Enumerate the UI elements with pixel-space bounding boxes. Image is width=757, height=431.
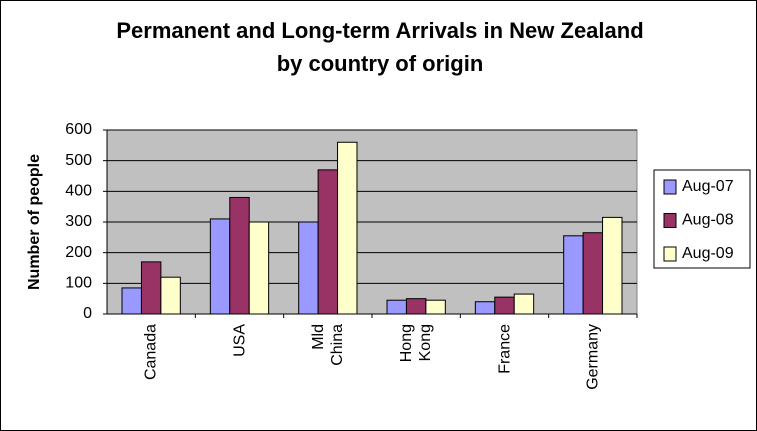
chart-title: Permanent and Long-term Arrivals in New … bbox=[116, 18, 644, 76]
legend-swatch bbox=[663, 179, 677, 195]
x-tick-label: Hong Kong bbox=[398, 324, 435, 363]
y-tick-label: 400 bbox=[65, 183, 92, 200]
bar bbox=[337, 141, 358, 315]
x-tick-label: Mld China bbox=[309, 323, 346, 366]
legend-swatch bbox=[663, 246, 677, 262]
bar bbox=[317, 169, 339, 315]
bar bbox=[209, 218, 231, 315]
bar bbox=[582, 232, 604, 315]
bar bbox=[513, 293, 535, 315]
legend-swatch bbox=[663, 213, 677, 228]
y-tick-label: 500 bbox=[65, 152, 92, 169]
x-tick-label: Canada bbox=[142, 324, 160, 381]
y-tick-label: 100 bbox=[65, 275, 92, 292]
x-tick-label: Germany bbox=[584, 324, 602, 390]
bar bbox=[298, 221, 319, 315]
legend-label: Aug-08 bbox=[682, 212, 734, 229]
y-tick-label: 0 bbox=[83, 305, 92, 322]
y-tick-label: 200 bbox=[65, 244, 92, 261]
bar bbox=[248, 221, 270, 315]
bar bbox=[563, 235, 584, 315]
x-tick-label: France bbox=[496, 324, 513, 374]
bar bbox=[602, 216, 623, 315]
y-axis-label: Number of people bbox=[26, 154, 43, 290]
bar bbox=[425, 299, 446, 315]
bar bbox=[229, 196, 250, 315]
bar bbox=[160, 276, 181, 315]
x-tick-label: USA bbox=[231, 324, 248, 357]
y-tick-label: 600 bbox=[65, 121, 92, 138]
legend-label: Aug-07 bbox=[682, 178, 734, 195]
bar bbox=[494, 296, 515, 315]
bar bbox=[386, 299, 407, 315]
bar bbox=[474, 301, 496, 315]
y-tick-label: 300 bbox=[65, 213, 92, 230]
bar bbox=[405, 298, 427, 315]
bar bbox=[140, 261, 162, 315]
bar bbox=[121, 287, 142, 315]
legend-label: Aug-09 bbox=[682, 245, 734, 262]
